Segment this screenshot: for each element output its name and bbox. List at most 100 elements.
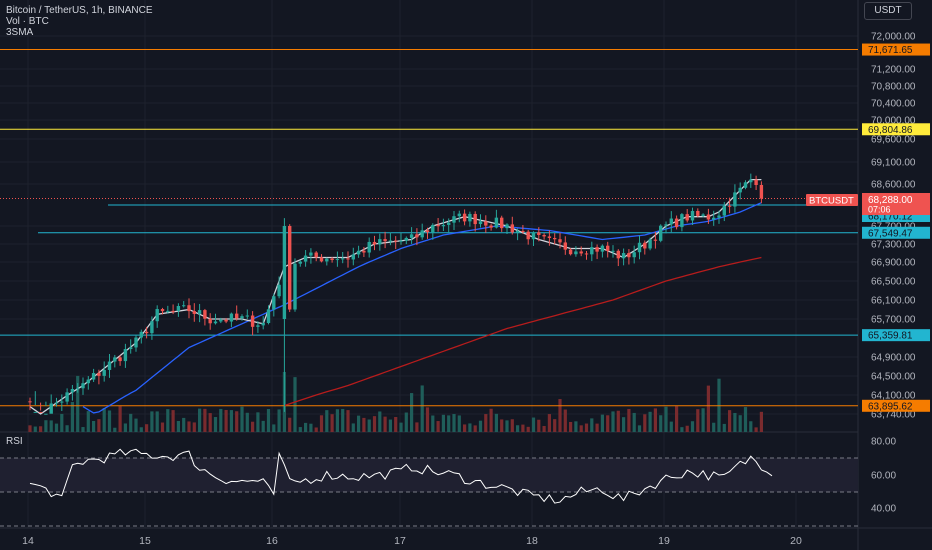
volume-bar <box>526 426 530 432</box>
price-tick-label: 66,900.00 <box>871 258 916 269</box>
rsi-tick-label: 40.00 <box>871 504 896 515</box>
volume-bar <box>394 417 398 432</box>
candle-body <box>277 284 281 297</box>
time-tick-label: 18 <box>526 535 538 547</box>
rsi-legend[interactable]: RSI <box>6 436 23 447</box>
candle-body <box>568 249 573 255</box>
candle-body <box>182 305 186 307</box>
volume-bar <box>675 406 679 432</box>
volume-bar <box>182 417 186 432</box>
candle-body <box>685 214 689 221</box>
volume-bar <box>643 414 647 432</box>
volume-bar <box>595 423 599 432</box>
price-line-badge <box>862 329 930 342</box>
moving-averages <box>29 178 762 415</box>
candle-body <box>229 313 234 322</box>
price-line-badge <box>862 399 930 412</box>
volume-bar <box>659 415 663 432</box>
volume-bar <box>738 415 742 432</box>
volume-bar <box>335 409 339 432</box>
candle-body <box>754 179 758 186</box>
volume-bar <box>171 410 175 432</box>
price-tick-label: 65,700.00 <box>871 315 916 326</box>
candle-body <box>298 261 302 264</box>
volume-bar <box>176 421 180 432</box>
candle-body <box>134 337 138 348</box>
volume-bar <box>606 415 610 432</box>
candle-body <box>431 224 435 233</box>
horizontal-lines <box>0 49 858 407</box>
volume-bar <box>298 427 302 432</box>
price-tick-label: 69,100.00 <box>871 158 916 169</box>
volume-bar <box>484 414 488 432</box>
candle-body <box>367 241 371 253</box>
currency-button[interactable]: USDT <box>864 2 912 20</box>
volume-bar <box>208 413 212 432</box>
candle-body <box>712 217 716 220</box>
volume-bar <box>553 419 557 432</box>
candle-body <box>600 245 605 252</box>
volume-bar <box>81 427 85 432</box>
symbol-badge-label: BTCUSDT <box>809 196 854 207</box>
candle-body <box>637 242 642 253</box>
price-tick-label: 69,600.00 <box>871 135 916 146</box>
volume-bar <box>325 410 329 432</box>
volume-bar <box>60 413 64 432</box>
sma-legend[interactable]: 3SMA <box>6 27 34 38</box>
candle-body <box>531 232 536 240</box>
volume-bar <box>251 421 255 432</box>
volume-bar <box>277 409 281 432</box>
volume-bar <box>664 406 668 432</box>
price-line-badge-label: 69,804.86 <box>868 125 913 136</box>
candle-body <box>749 179 753 183</box>
last-price-badge <box>862 193 930 215</box>
candle-body <box>701 214 705 216</box>
candle-body <box>489 225 493 228</box>
candle-body <box>81 383 85 389</box>
sma-mid-line <box>82 202 762 414</box>
time-tick-label: 14 <box>22 535 34 547</box>
candle-body <box>288 226 292 310</box>
candle-body <box>743 182 748 188</box>
volume-bar <box>309 423 313 432</box>
candle-body <box>144 331 149 334</box>
candle-body <box>303 255 308 262</box>
price-tick-label: 70,000.00 <box>871 116 916 127</box>
volume-bar <box>563 409 567 432</box>
volume-bar <box>92 420 96 432</box>
price-line-badge <box>862 43 930 56</box>
candle-body <box>245 315 249 317</box>
volume-bar <box>229 410 233 432</box>
symbol-title[interactable]: Bitcoin / TetherUS, 1h, BINANCE <box>6 5 153 16</box>
price-tick-label: 71,200.00 <box>871 65 916 76</box>
volume-bar <box>696 409 700 432</box>
candle-body <box>335 259 340 261</box>
volume-bar <box>579 425 583 432</box>
candle-body <box>176 305 181 311</box>
price-tick-label: 64,100.00 <box>871 391 916 402</box>
volume-bar <box>65 425 69 432</box>
volume-bar <box>478 420 483 432</box>
volume-bar <box>160 422 165 432</box>
candle-body <box>341 258 345 260</box>
candle-body <box>722 205 726 216</box>
price-line-badge-label: 67,549.47 <box>868 228 913 239</box>
volume-bar <box>198 408 202 432</box>
volume-bar <box>245 412 249 432</box>
candle-body <box>462 213 467 222</box>
volume-bar <box>701 408 705 432</box>
volume-bar <box>574 421 578 432</box>
time-tick-label: 15 <box>139 535 151 547</box>
volume-bar <box>531 417 536 432</box>
volume-bar <box>733 412 737 432</box>
volume-bar <box>441 414 445 432</box>
volume-bar <box>463 424 467 432</box>
volume-bar <box>547 414 551 432</box>
volume-legend[interactable]: Vol · BTC <box>6 16 49 27</box>
volume-bar <box>521 424 525 432</box>
volume-bar <box>627 408 631 432</box>
candle-body <box>250 315 255 327</box>
volume-bar <box>505 420 509 432</box>
candle-body <box>606 245 610 251</box>
